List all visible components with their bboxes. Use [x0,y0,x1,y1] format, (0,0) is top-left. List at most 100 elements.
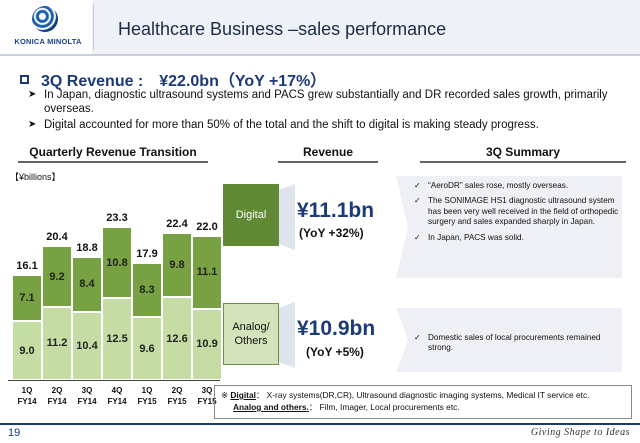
square-bullet-icon [20,74,29,84]
category-label-line: 1Q [21,386,33,395]
bullet-text: In Japan, diagnostic ultrasound systems … [44,89,608,115]
footer-rule [0,423,640,425]
header-divider [93,4,94,50]
check-icon: ✓ [414,196,421,206]
footnote-digital-term: Digital [230,390,256,400]
bar-segment-analog: 12.6 [162,297,192,380]
category-label: 3Q FY15 [191,385,223,407]
summary-text: Domestic sales of local procurements rem… [428,333,601,353]
quarterly-revenue-chart: 9.0 7.1 16.1 1Q FY14 11.2 9.2 20.4 2Q FY14 10.4 8.4… [8,180,223,410]
footnote-mark: ※ [221,390,229,400]
chart-baseline [8,380,220,381]
bar-segment-analog: 10.4 [72,311,102,380]
bar-total-label: 22.0 [196,220,218,233]
bullet-item: ➤ In Japan, diagnostic ultrasound systems… [26,88,626,116]
category-label: 4Q FY14 [101,385,133,407]
footnote-line-digital: ※ Digital： X-ray systems(DR,CR), Ultraso… [221,389,625,401]
arrow-bullet-icon: ➤ [28,89,37,100]
page-number: 19 [8,427,21,439]
category-label: 1Q FY14 [11,385,43,407]
category-label-line: 3Q [201,386,213,395]
category-label-line: FY14 [77,397,97,406]
analog-summary-list: ✓ Domestic sales of local procurements re… [412,333,602,359]
headline-row: 3Q Revenue : ¥22.0bn（YoY +17%） [20,67,326,91]
digital-label-box: Digital [223,184,279,246]
check-icon: ✓ [414,181,421,190]
footnote-analog-desc: ： Film, Imager, Local procurements etc. [308,402,460,412]
category-label-line: 3Q [81,386,93,395]
arrow-bullet-icon: ➤ [28,119,37,130]
category-label-line: 2Q [51,386,63,395]
check-icon: ✓ [414,232,421,242]
category-label-line: 4Q [111,386,123,395]
summary-item: ✓ The SONIMAGE HS1 diagnostic ultrasound … [412,196,620,227]
bar-segment-digital: 10.8 [102,227,132,299]
summary-item: ✓ In Japan, PACS was solid. [412,233,620,243]
bullet-item: ➤ Digital accounted for more than 50% of … [26,118,626,132]
globe-logo-icon [32,6,58,32]
category-label: 2Q FY15 [161,385,193,407]
analog-yoy: (YoY +5%) [306,345,364,359]
bar-total-label: 23.3 [106,212,128,225]
analog-label-box: Analog/ Others [223,303,279,365]
summary-text: “AeroDR” sales rose, mostly overseas. [428,181,569,190]
footnote-line-analog: Analog and others.： Film, Imager, Local … [221,401,625,413]
check-icon: ✓ [414,333,421,342]
footnote-digital-desc: ： X-ray systems(DR,CR), Ultrasound diagn… [255,390,590,400]
category-label: 3Q FY14 [71,385,103,407]
analog-label-text: Analog/ Others [232,321,270,347]
summary-text: In Japan, PACS was solid. [428,232,524,242]
summary-item: ✓ “AeroDR” sales rose, mostly overseas. [412,181,620,191]
summary-text: The SONIMAGE HS1 diagnostic ultrasound s… [428,196,619,227]
category-label-line: FY15 [167,397,187,406]
analog-summary-shape [396,308,622,372]
header-underline [0,54,640,56]
bar-segment-analog: 11.2 [42,306,72,380]
bar-segment-digital: 7.1 [12,274,42,322]
headline: 3Q Revenue : ¥22.0bn（YoY +17%） [41,73,327,90]
unit-label: 【¥billions】 [10,172,61,182]
bar-segment-analog: 10.9 [192,308,222,380]
category-label: 1Q FY15 [131,385,163,407]
bar-total-label: 22.4 [166,218,188,231]
summary-item: ✓ Domestic sales of local procurements re… [412,333,602,354]
analog-pointer-icon [279,302,295,368]
page-title: Healthcare Business –sales performance [118,19,447,39]
bullet-list: ➤ In Japan, diagnostic ultrasound systems… [26,88,626,134]
bar-total-label: 20.4 [46,231,68,244]
category-label-line: FY14 [47,397,67,406]
category-label-line: FY15 [197,397,217,406]
digital-revenue: ¥11.1bn [297,199,375,222]
category-label-line: FY15 [137,397,157,406]
category-label-line: FY14 [17,397,37,406]
bar-segment-digital: 8.4 [72,256,102,312]
logo: KONICA MINOLTA [0,0,92,54]
bar-segment-analog: 12.5 [102,298,132,380]
category-label-line: 1Q [141,386,153,395]
digital-summary-shape [396,176,622,278]
digital-pointer-icon [279,184,295,250]
bar-total-label: 17.9 [136,247,158,260]
bar-segment-digital: 9.2 [42,246,72,307]
digital-summary-list: ✓ “AeroDR” sales rose, mostly overseas. ✓… [412,181,620,248]
revenue-column-header: Revenue [278,145,378,163]
logo-text: KONICA MINOLTA [14,37,82,46]
bullet-text: Digital accounted for more than 50% of t… [44,119,539,131]
quarterly-column-header: Quarterly Revenue Transition [18,145,208,163]
digital-yoy: (YoY +32%) [299,226,364,240]
analog-revenue: ¥10.9bn [297,317,376,340]
bar-segment-analog: 9.0 [12,321,42,380]
bar-segment-analog: 9.6 [132,317,162,380]
bar-total-label: 16.1 [16,259,38,272]
bar-segment-digital: 11.1 [192,235,222,309]
footnote-analog-term: Analog and others. [233,402,309,412]
tagline: Giving Shape to Ideas [530,427,630,438]
category-label: 2Q FY14 [41,385,73,407]
bar-total-label: 18.8 [76,241,98,254]
header-band [0,0,640,54]
bar-segment-digital: 8.3 [132,262,162,318]
footnote-box: ※ Digital： X-ray systems(DR,CR), Ultraso… [214,385,632,419]
bar-segment-digital: 9.8 [162,233,192,298]
category-label-line: FY14 [107,397,127,406]
category-label-line: 2Q [171,386,183,395]
